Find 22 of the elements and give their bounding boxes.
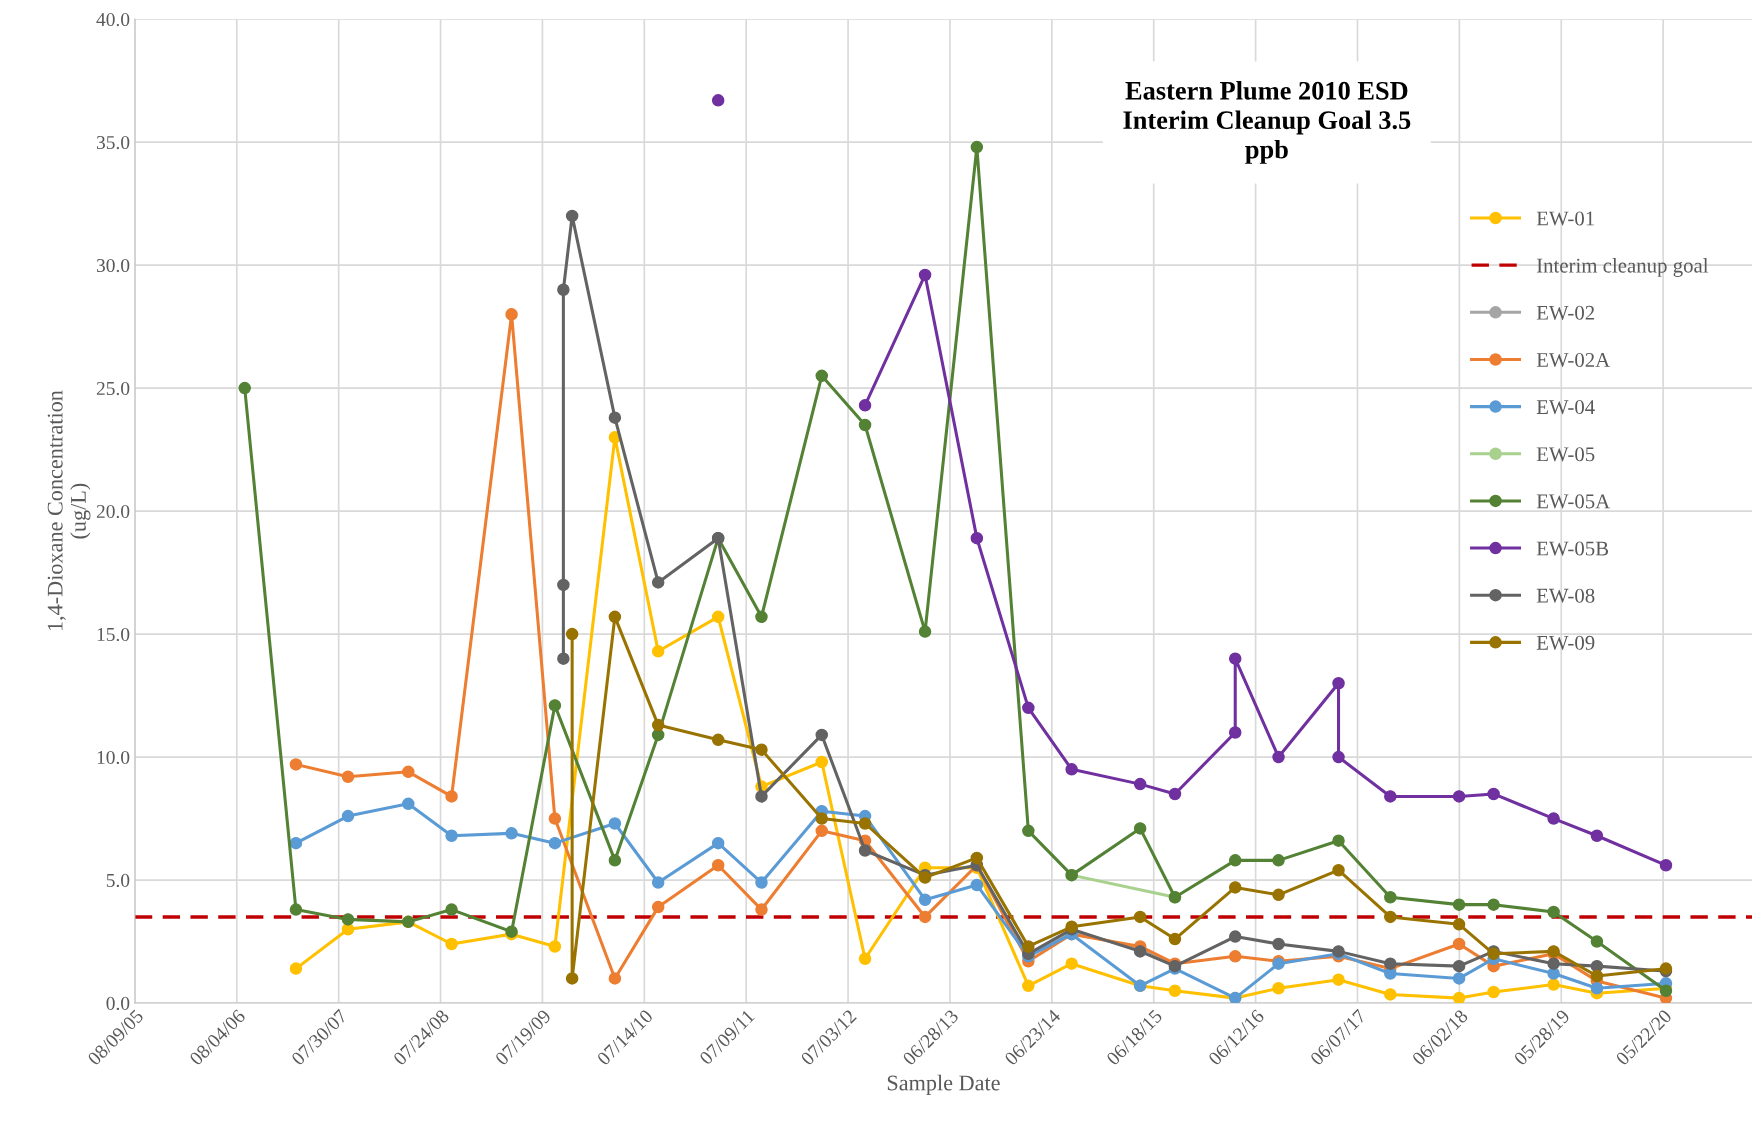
legend-label: EW-01 bbox=[1536, 211, 1594, 226]
legend-label: EW-05B bbox=[1536, 541, 1609, 556]
text: Eastern Plume 2010 ESD Interim Cleanup Goal 3.5 ppb bbox=[1123, 81, 1411, 164]
y-tick-label: 30.0 bbox=[96, 258, 130, 273]
legend-label: EW-08 bbox=[1536, 588, 1595, 603]
legend-label: EW-05A bbox=[1536, 494, 1611, 509]
y-tick-label: 0.0 bbox=[106, 996, 130, 1011]
legend-label: EW-09 bbox=[1536, 635, 1595, 650]
y-axis-title: 1,4-Dioxane Concentration (ug/L) bbox=[47, 390, 91, 631]
legend-label: EW-02A bbox=[1536, 352, 1611, 368]
legend-label: EW-05 bbox=[1536, 447, 1595, 462]
y-tick-label: 25.0 bbox=[96, 381, 130, 396]
y-tick-label: 20.0 bbox=[96, 504, 130, 519]
legend-label: EW-04 bbox=[1536, 400, 1595, 415]
x-axis-title: Sample Date bbox=[887, 1074, 1000, 1095]
y-tick-label: 5.0 bbox=[106, 873, 130, 888]
y-tick-label: 35.0 bbox=[96, 135, 130, 150]
legend-label: EW-02 bbox=[1536, 305, 1595, 320]
y-tick-label: 40.0 bbox=[96, 12, 130, 27]
y-tick-label: 10.0 bbox=[97, 750, 130, 765]
y-tick-label: 15.0 bbox=[97, 627, 130, 642]
legend-label: Interim cleanup goal bbox=[1536, 257, 1709, 277]
